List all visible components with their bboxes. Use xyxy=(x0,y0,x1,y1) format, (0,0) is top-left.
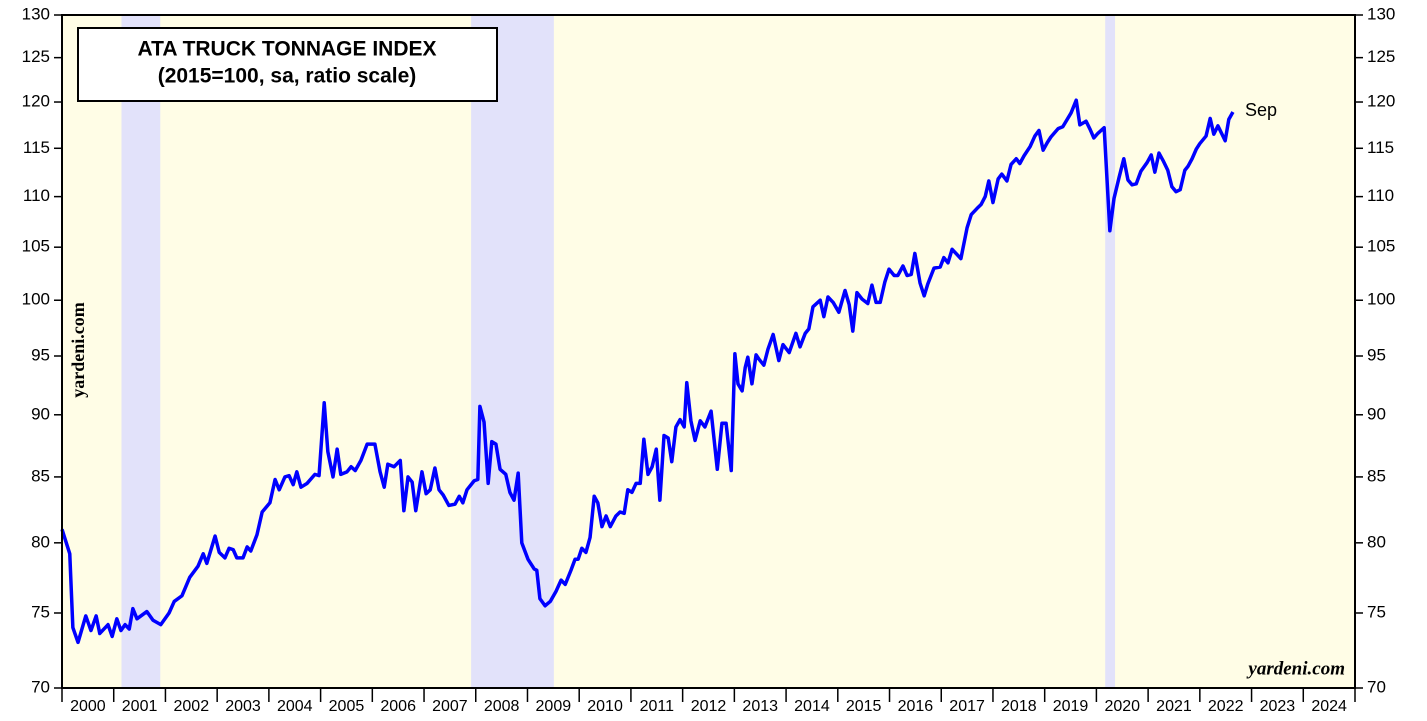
recession-band xyxy=(471,15,554,688)
y-tick-label: 105 xyxy=(22,237,50,256)
y-tick-label: 75 xyxy=(31,602,50,621)
x-tick-label: 2023 xyxy=(1260,698,1296,715)
y-tick-label: 115 xyxy=(23,138,50,157)
chart-title: ATA TRUCK TONNAGE INDEX xyxy=(137,38,436,61)
x-tick-label: 2022 xyxy=(1208,698,1244,715)
y-tick-label-right: 130 xyxy=(1367,4,1395,23)
y-tick-label-right: 95 xyxy=(1367,345,1386,364)
x-tick-label: 2004 xyxy=(277,698,313,715)
y-tick-label: 125 xyxy=(22,47,50,66)
x-tick-label: 2024 xyxy=(1311,698,1347,715)
x-tick-label: 2003 xyxy=(225,698,261,715)
y-tick-label-right: 85 xyxy=(1367,466,1386,485)
y-tick-label-right: 120 xyxy=(1367,92,1395,111)
y-tick-label: 80 xyxy=(31,532,50,551)
x-tick-label: 2005 xyxy=(329,698,365,715)
recession-band xyxy=(121,15,161,688)
y-tick-label: 100 xyxy=(22,290,50,309)
x-tick-label: 2016 xyxy=(898,698,934,715)
recession-band xyxy=(1105,15,1116,688)
y-tick-label-right: 110 xyxy=(1367,186,1394,205)
x-tick-label: 2008 xyxy=(484,698,520,715)
x-tick-label: 2014 xyxy=(794,698,830,715)
last-point-label: Sep xyxy=(1245,100,1277,120)
y-tick-label: 70 xyxy=(31,677,50,696)
data-layer xyxy=(60,98,1235,645)
x-tick-label: 2011 xyxy=(640,698,675,715)
plot-area xyxy=(62,15,1355,688)
axes-layer: 70 70 75 75 80 80 85 85 90 90 95 95 100 100 105 105 110 1… xyxy=(22,4,1396,715)
x-tick-label: 2012 xyxy=(691,698,727,715)
x-tick-label: 2007 xyxy=(432,698,468,715)
y-tick-label: 130 xyxy=(22,4,50,23)
plot-background xyxy=(62,15,1355,688)
y-tick-label-right: 70 xyxy=(1367,677,1386,696)
x-tick-label: 2001 xyxy=(122,698,158,715)
y-tick-label: 110 xyxy=(23,186,50,205)
y-tick-label: 85 xyxy=(31,466,50,485)
x-tick-label: 2015 xyxy=(846,698,882,715)
x-tick-label: 2020 xyxy=(1104,698,1140,715)
title-frame xyxy=(77,27,498,102)
x-tick-label: 2002 xyxy=(174,698,210,715)
watermark: yardeni.com xyxy=(68,302,88,397)
x-tick-label: 2018 xyxy=(1001,698,1037,715)
y-tick-label: 90 xyxy=(31,404,50,423)
x-tick-label: 2019 xyxy=(1053,698,1089,715)
x-tick-label: 2000 xyxy=(70,698,106,715)
y-tick-label-right: 115 xyxy=(1367,138,1394,157)
x-tick-label: 2017 xyxy=(949,698,985,715)
y-tick-label-right: 90 xyxy=(1367,404,1386,423)
y-tick-label: 95 xyxy=(31,345,50,364)
chart-subtitle: (2015=100, sa, ratio scale) xyxy=(158,65,417,88)
title-box: ATA TRUCK TONNAGE INDEX (2015=100, sa, r… xyxy=(77,27,498,102)
data-line xyxy=(60,98,1235,645)
y-tick-label-right: 80 xyxy=(1367,532,1386,551)
x-tick-label: 2009 xyxy=(536,698,572,715)
x-tick-label: 2021 xyxy=(1156,698,1192,715)
x-tick-label: 2010 xyxy=(587,698,623,715)
y-tick-label: 120 xyxy=(22,92,50,111)
watermark: yardeni.com xyxy=(1246,658,1345,679)
y-tick-label-right: 125 xyxy=(1367,47,1395,66)
y-tick-label-right: 105 xyxy=(1367,237,1395,256)
plot-frame xyxy=(61,14,1356,689)
y-tick-label-right: 75 xyxy=(1367,602,1386,621)
x-tick-label: 2006 xyxy=(380,698,416,715)
x-tick-label: 2013 xyxy=(742,698,778,715)
y-tick-label-right: 100 xyxy=(1367,290,1395,309)
